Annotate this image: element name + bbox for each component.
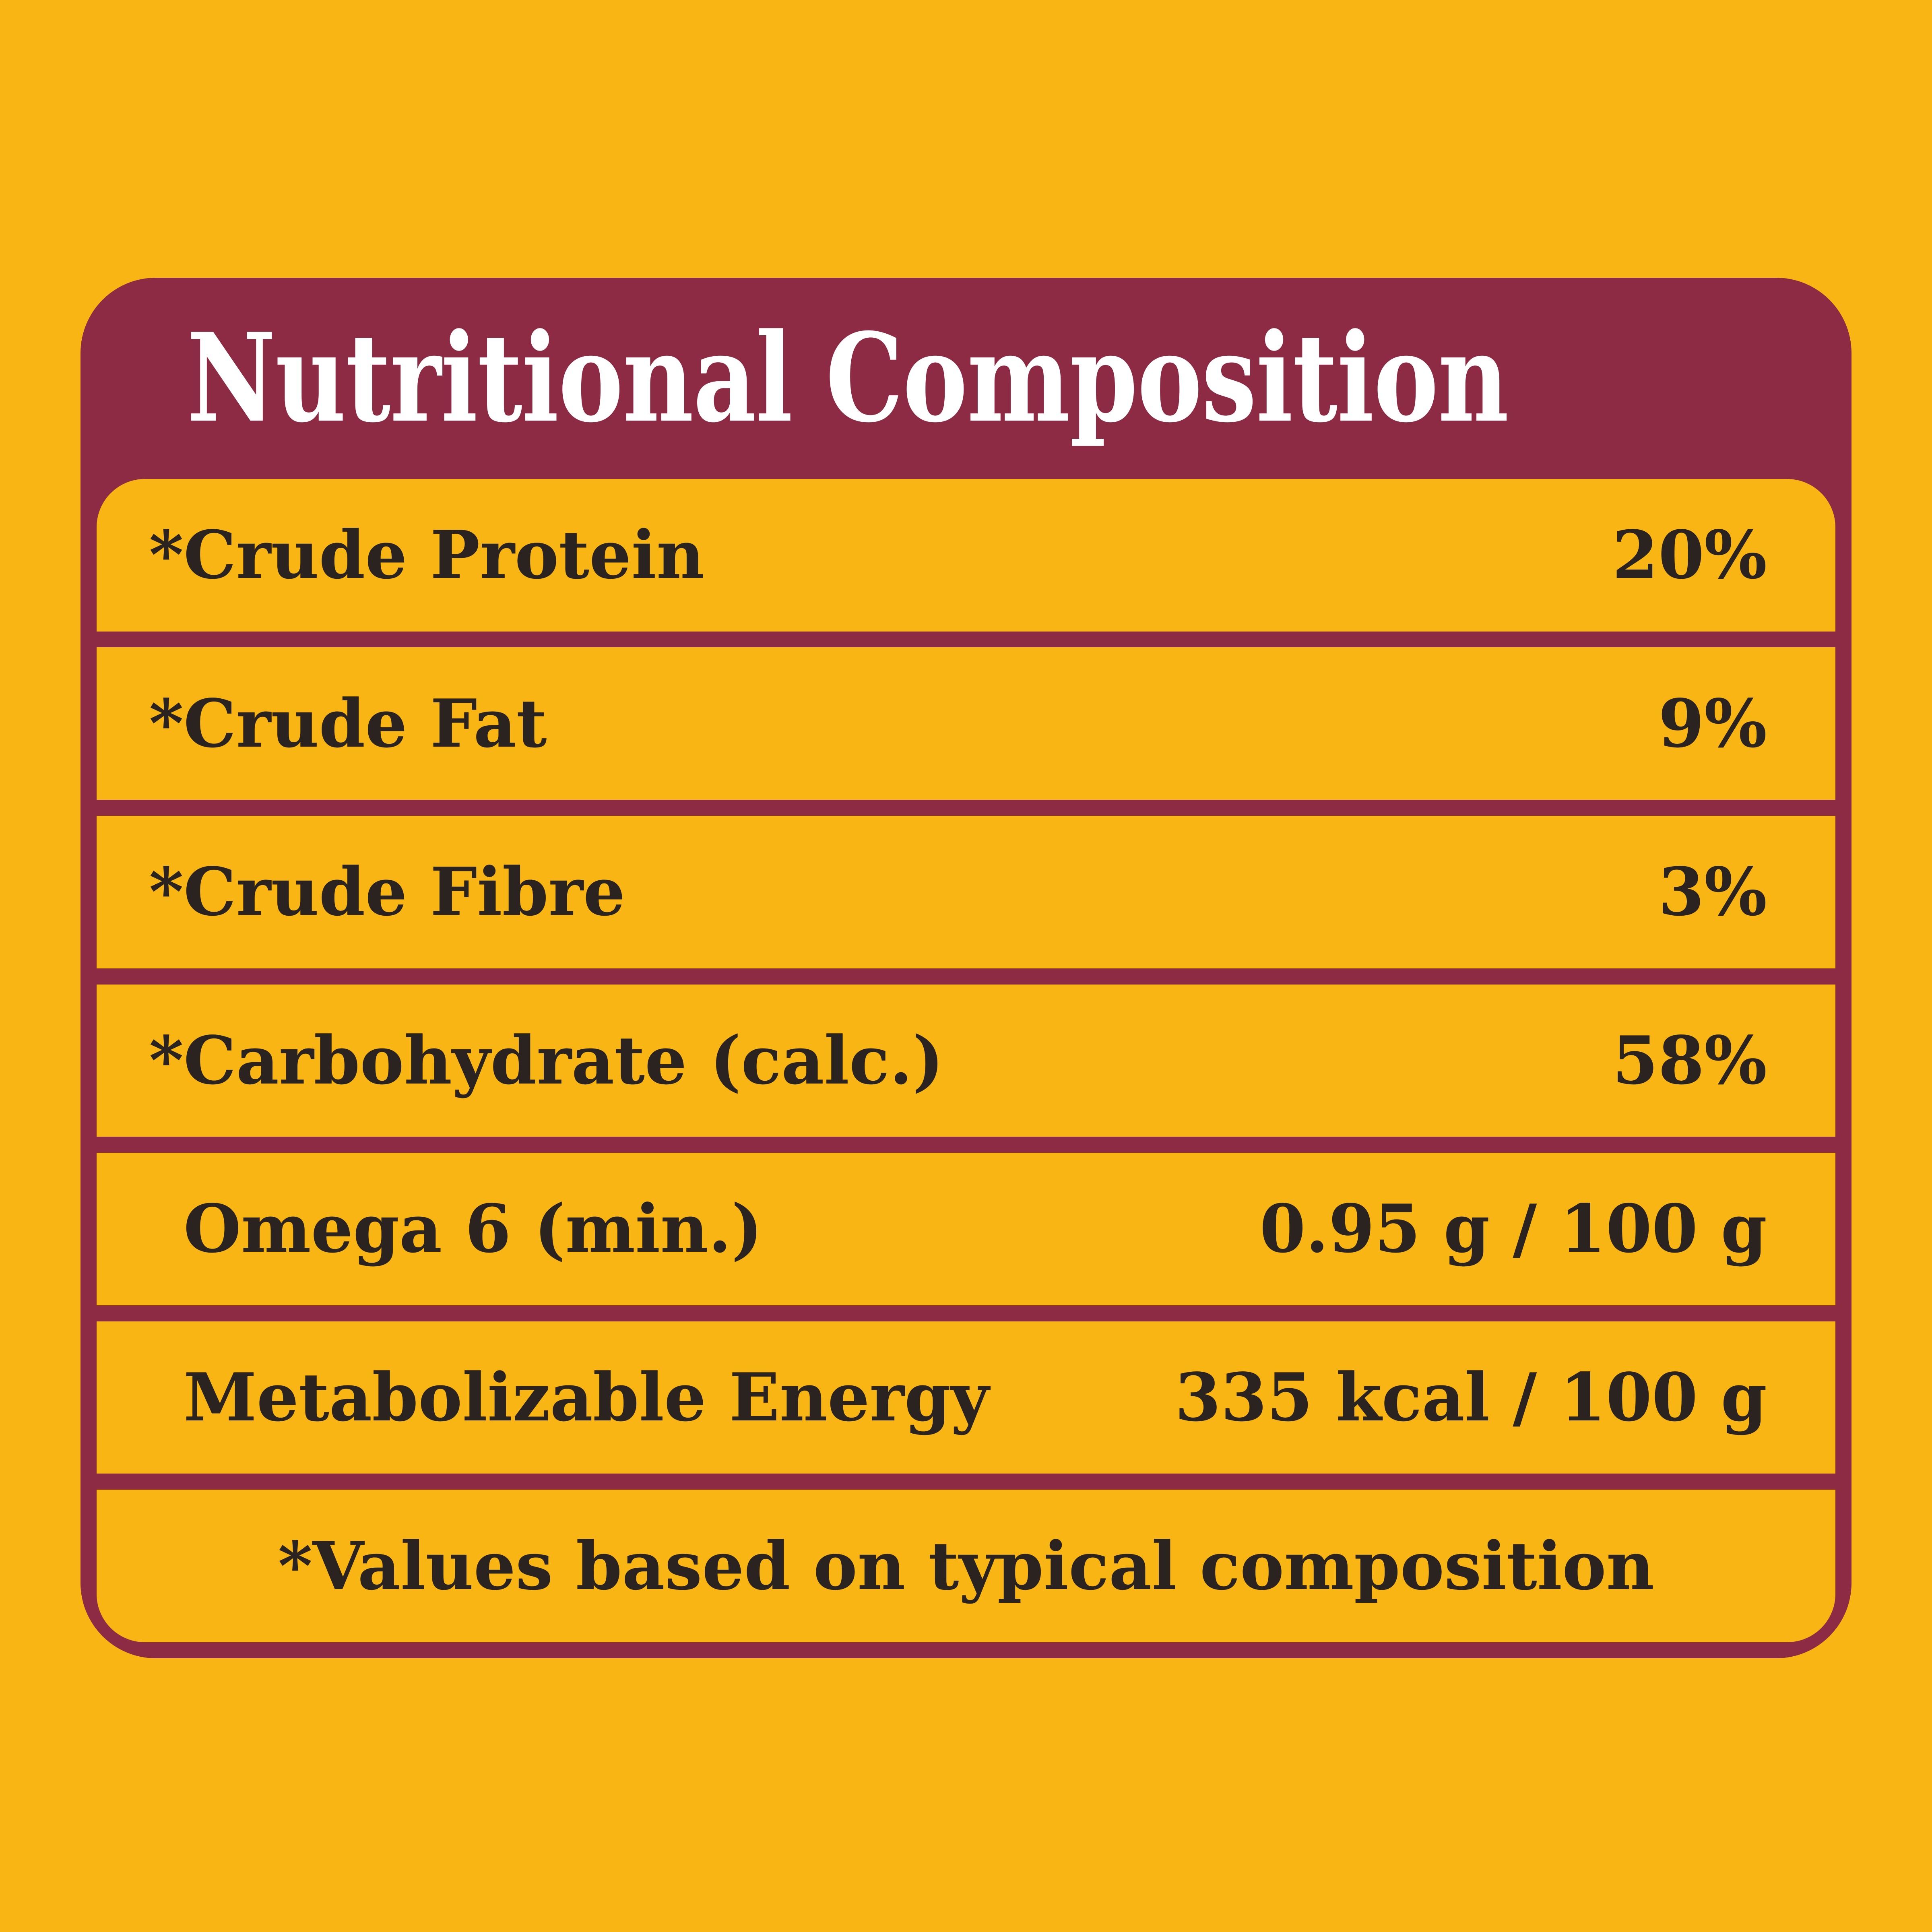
nutrient-name: Crude Fibre <box>183 853 625 931</box>
table-row-crude-fibre: * Crude Fibre 3% <box>97 816 1836 968</box>
table-row-crude-fat: * Crude Fat 9% <box>97 647 1836 800</box>
table-row-omega6: Omega 6 (min.) 0.95 g / 100 g <box>97 1153 1836 1305</box>
nutrient-value: 20% <box>1612 516 1767 594</box>
table-row-crude-protein: * Crude Protein 20% <box>97 479 1836 632</box>
table-row-carbohydrate: * Carbohydrate (calc.) 58% <box>97 985 1836 1137</box>
nutrient-name: Metabolizable Energy <box>183 1358 989 1436</box>
nutrient-label: * Crude Fat <box>149 690 547 757</box>
nutrient-name: Omega 6 (min.) <box>183 1190 763 1268</box>
nutrient-label: Omega 6 (min.) <box>184 1196 763 1262</box>
nutrition-table: * Crude Protein 20% * Crude Fat 9% * Crude … <box>96 479 1836 1642</box>
nutrient-name: Carbohydrate (calc.) <box>183 1021 944 1099</box>
nutrient-name: Crude Fat <box>183 684 547 762</box>
row-divider <box>96 631 1836 648</box>
row-divider <box>96 1305 1836 1321</box>
row-divider <box>96 800 1836 816</box>
nutrient-value: 9% <box>1658 684 1767 762</box>
nutrient-label: * Crude Fibre <box>149 859 625 925</box>
nutrient-name: Crude Protein <box>183 516 705 594</box>
row-divider <box>96 1137 1836 1153</box>
page-title: Nutritional Composition <box>187 306 1509 450</box>
nutrient-label: * Crude Protein <box>149 522 704 588</box>
asterisk-mark: * <box>149 1021 184 1099</box>
footnote-text: *Values based on typical composition <box>278 1527 1655 1605</box>
asterisk-mark: * <box>149 853 184 931</box>
nutrient-value: 335 kcal / 100 g <box>1175 1358 1767 1436</box>
nutrient-value: 0.95 g / 100 g <box>1259 1190 1767 1268</box>
nutrient-value: 58% <box>1612 1021 1767 1099</box>
asterisk-mark: * <box>149 516 184 594</box>
card-header: Nutritional Composition <box>80 278 1852 479</box>
footnote-row: *Values based on typical composition <box>97 1490 1836 1642</box>
table-row-metabolizable-energy: Metabolizable Energy 335 kcal / 100 g <box>97 1321 1836 1474</box>
nutrient-label: Metabolizable Energy <box>184 1364 989 1430</box>
row-divider <box>96 968 1836 985</box>
nutrient-value: 3% <box>1658 853 1767 931</box>
nutrition-card: Nutritional Composition * Crude Protein 2… <box>80 277 1852 1658</box>
row-divider <box>96 1474 1836 1490</box>
asterisk-mark: * <box>149 684 184 762</box>
nutrient-label: * Carbohydrate (calc.) <box>149 1027 944 1094</box>
